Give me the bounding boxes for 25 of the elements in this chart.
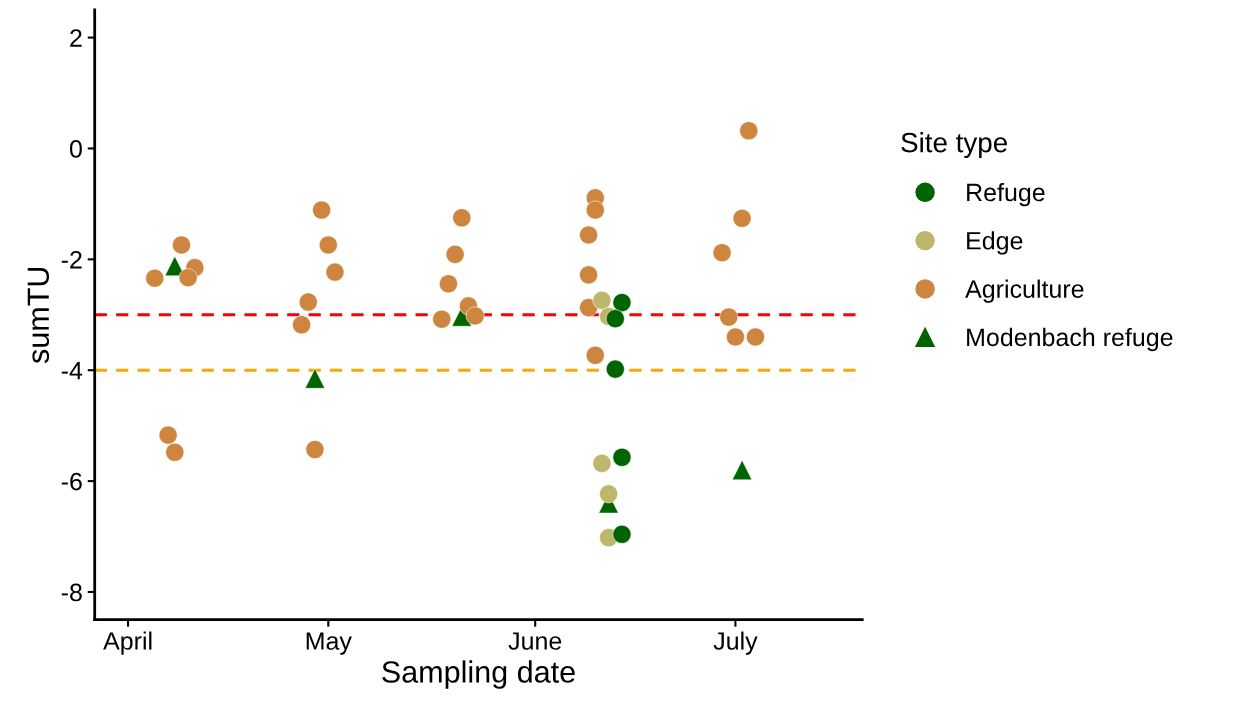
x-tick-label: April xyxy=(103,631,152,655)
legend-label: Refuge xyxy=(967,182,1045,207)
legend-title: Site type xyxy=(901,132,1007,158)
y-tick-label: 2 xyxy=(70,29,82,47)
point xyxy=(432,309,452,329)
x-tick-label: July xyxy=(713,631,758,655)
x-axis-title: Sampling date xyxy=(382,660,575,689)
y-tick-label: -2 xyxy=(61,250,82,269)
x-tick-label: June xyxy=(508,632,562,650)
y-tick-label: -4 xyxy=(61,362,83,380)
y-tick-label: -6 xyxy=(61,472,82,491)
point xyxy=(585,200,605,220)
point xyxy=(605,359,625,379)
point xyxy=(178,268,198,287)
y-axis-title: sumTU xyxy=(27,267,50,364)
point xyxy=(165,442,185,462)
y-tick-label: 0 xyxy=(69,140,82,158)
x-tick-label: May xyxy=(306,632,352,655)
point xyxy=(305,440,325,459)
legend-label: Modenbach refuge xyxy=(967,327,1173,352)
point xyxy=(452,208,472,228)
legend-label: Edge xyxy=(967,231,1023,255)
y-tick-label: -8 xyxy=(61,583,82,602)
point xyxy=(726,327,745,347)
legend-label: Agriculture xyxy=(965,279,1084,303)
